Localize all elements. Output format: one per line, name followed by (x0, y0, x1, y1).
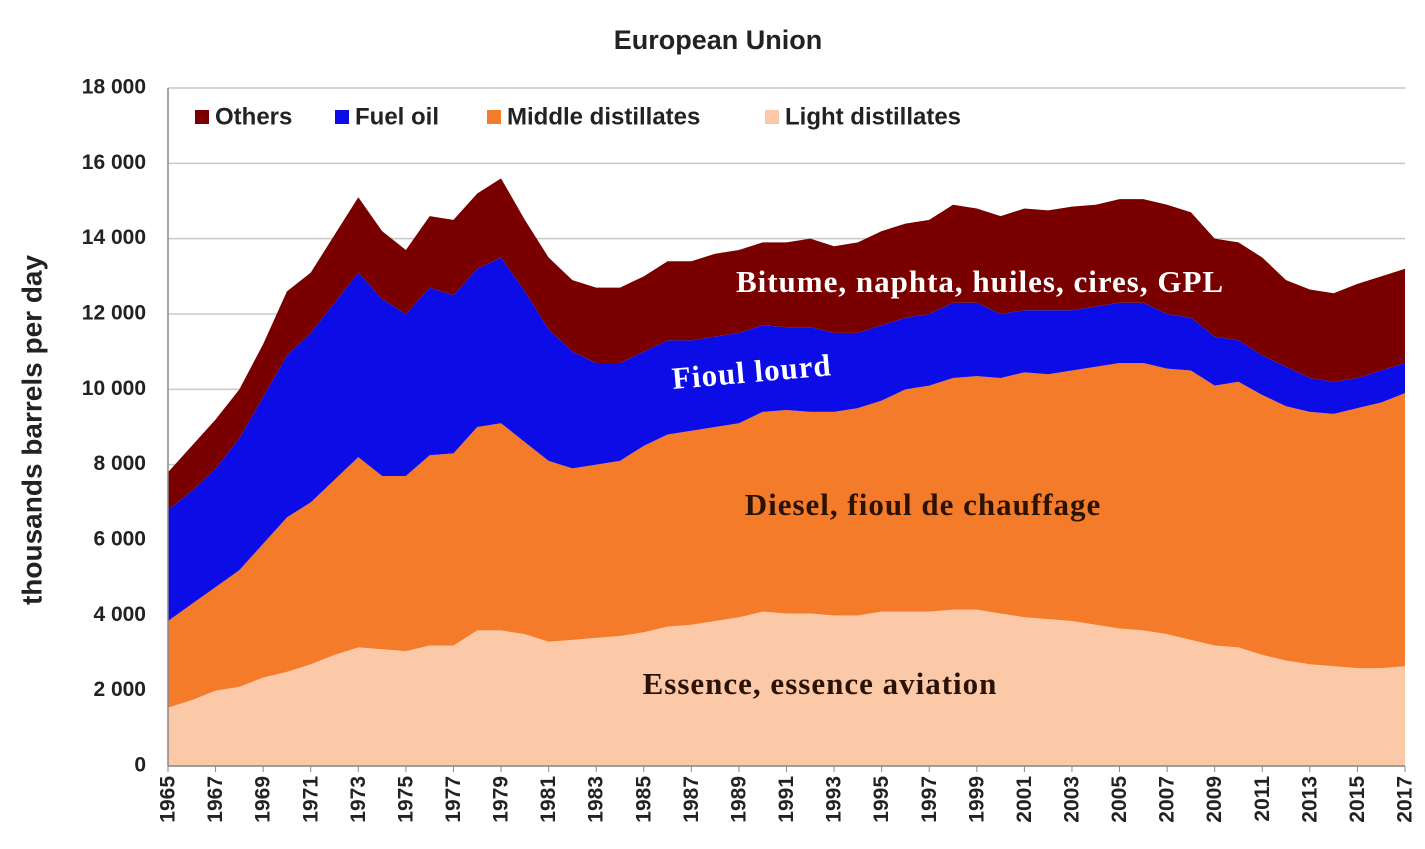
x-tick-label: 2007 (1156, 776, 1179, 823)
y-tick-label: 6 000 (93, 528, 146, 551)
annotation: Bitume, naphta, huiles, cires, GPL (736, 264, 1224, 299)
y-tick-label: 16 000 (82, 151, 146, 174)
y-tick-label: 4 000 (93, 603, 146, 626)
x-tick-label: 1987 (680, 776, 703, 823)
legend-label: Others (215, 103, 292, 130)
x-tick-label: 1995 (870, 776, 893, 823)
legend-label: Middle distillates (507, 103, 700, 130)
y-tick-label: 10 000 (82, 377, 146, 400)
annotation: Diesel, fioul de chauffage (745, 487, 1102, 522)
x-tick-label: 2011 (1251, 776, 1274, 822)
annotation: Essence, essence aviation (643, 666, 998, 701)
x-tick-label: 2001 (1013, 776, 1036, 823)
x-tick-label: 1969 (252, 776, 275, 823)
x-tick-label: 1989 (727, 776, 750, 823)
x-tick-label: 1977 (442, 776, 465, 823)
legend-label: Light distillates (785, 103, 961, 130)
x-tick-label: 1999 (965, 776, 988, 823)
x-tick-label: 1973 (347, 776, 370, 823)
legend-swatch (487, 110, 501, 124)
y-tick-label: 2 000 (93, 678, 146, 701)
y-tick-label: 8 000 (93, 452, 146, 475)
x-tick-label: 1965 (157, 776, 180, 823)
y-tick-label: 0 (134, 754, 146, 777)
x-tick-label: 1979 (490, 776, 513, 823)
x-tick-label: 2015 (1346, 776, 1369, 823)
legend-swatch (335, 110, 349, 124)
chart-title: European Union (614, 25, 823, 55)
x-tick-label: 1997 (918, 776, 941, 823)
x-tick-label: 2017 (1394, 776, 1417, 823)
legend-swatch (765, 110, 779, 124)
x-tick-label: 1975 (394, 776, 417, 823)
x-tick-label: 2005 (1108, 776, 1131, 823)
y-axis-title: thousands barrels per day (16, 255, 47, 606)
y-tick-label: 18 000 (82, 76, 146, 99)
x-tick-label: 1985 (632, 776, 655, 823)
area (168, 362, 1405, 708)
legend-swatch (195, 110, 209, 124)
x-tick-label: 1993 (823, 776, 846, 823)
y-tick-label: 12 000 (82, 302, 146, 325)
y-tick-label: 14 000 (82, 226, 146, 249)
area (168, 178, 1405, 510)
x-tick-label: 1983 (585, 776, 608, 823)
x-tick-label: 2013 (1298, 776, 1321, 823)
area (168, 609, 1405, 766)
x-tick-label: 2003 (1061, 776, 1084, 823)
x-tick-label: 1967 (204, 776, 227, 823)
x-tick-label: 1991 (775, 776, 798, 823)
x-tick-label: 1981 (537, 776, 560, 823)
legend-label: Fuel oil (355, 103, 439, 130)
x-tick-label: 1971 (299, 776, 322, 823)
area (168, 257, 1405, 621)
x-tick-label: 2009 (1203, 776, 1226, 823)
